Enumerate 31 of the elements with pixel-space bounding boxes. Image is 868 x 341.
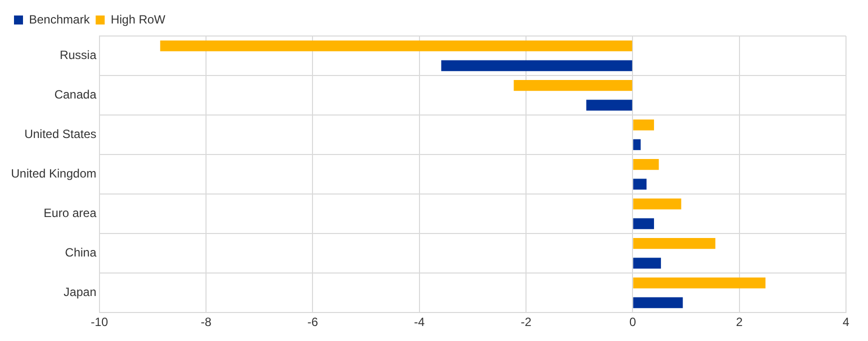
bar <box>514 80 632 91</box>
x-tick-label: -10 <box>90 315 108 330</box>
y-tick-label: Euro area <box>44 206 97 220</box>
x-tick-label: 4 <box>842 315 850 330</box>
y-tick-label: Japan <box>64 285 96 300</box>
x-tick-label: -4 <box>414 315 426 330</box>
legend-label: Benchmark <box>29 12 91 26</box>
y-tick-label: Canada <box>54 88 97 102</box>
bar <box>633 238 716 249</box>
y-tick-label: Russia <box>60 48 97 62</box>
x-tick-label: -2 <box>520 315 532 330</box>
bar <box>633 139 641 150</box>
bar <box>633 278 766 288</box>
bar <box>633 258 661 269</box>
bar <box>633 198 682 210</box>
y-tick-label: United Kingdom <box>10 166 96 181</box>
x-tick-label: 2 <box>736 315 743 330</box>
bar <box>160 40 632 52</box>
bar <box>586 100 632 111</box>
y-tick-label: China <box>65 246 97 260</box>
bar <box>633 119 654 130</box>
bar <box>441 60 632 72</box>
x-tick-label: 0 <box>629 315 636 330</box>
bar <box>633 297 683 308</box>
legend-label: High RoW <box>110 12 166 26</box>
x-tick-label: -8 <box>200 315 212 330</box>
bar <box>633 218 654 230</box>
x-tick-label: -6 <box>307 315 318 330</box>
y-tick-label: United States <box>24 127 96 142</box>
bar <box>633 158 659 170</box>
bar <box>633 178 647 190</box>
